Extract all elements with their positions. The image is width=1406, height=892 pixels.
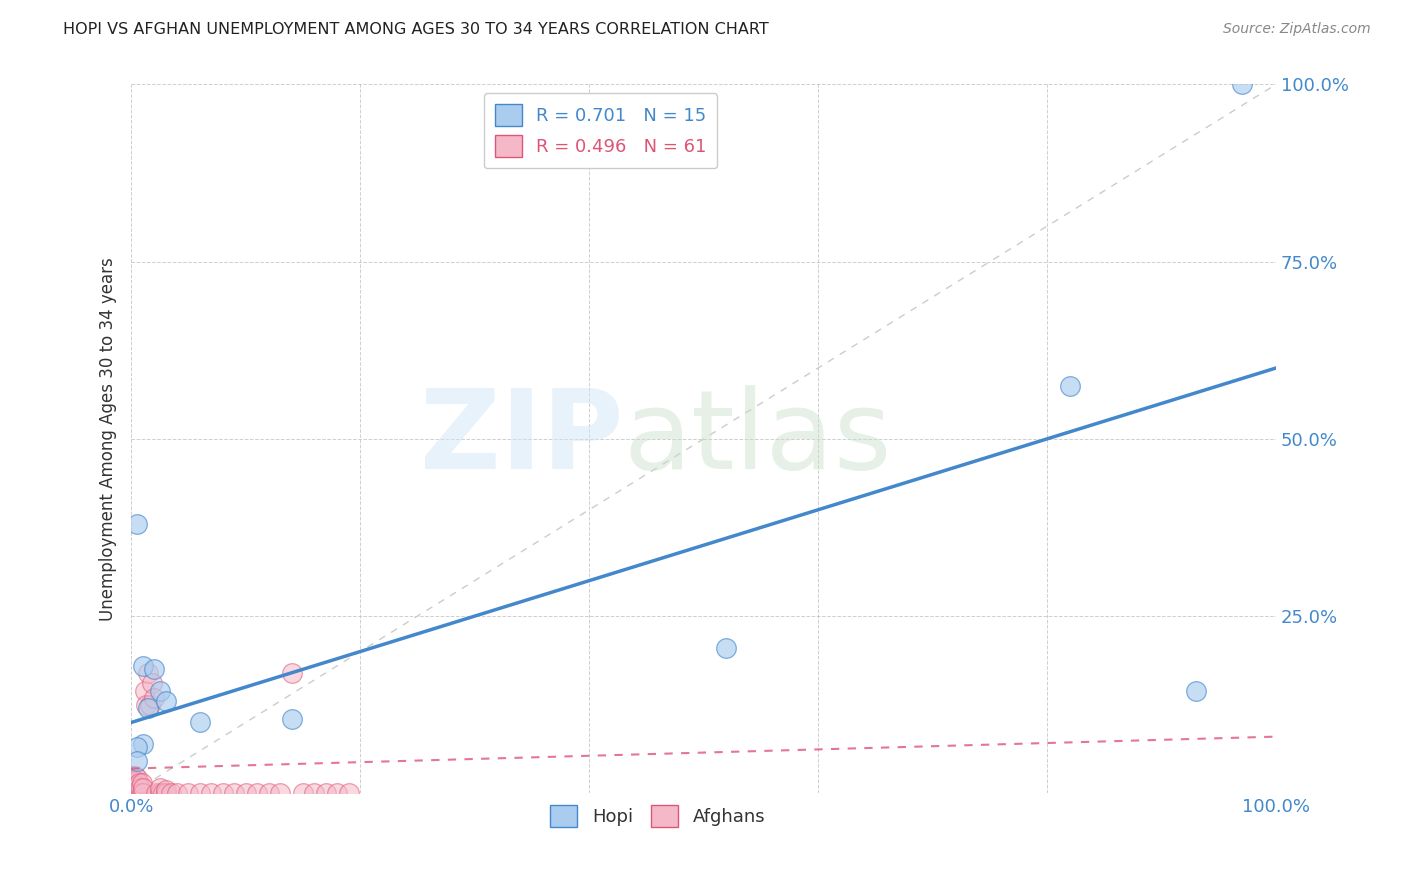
Point (125, 786, 148, 800)
Point (125, 782, 148, 797)
Point (122, 786, 145, 800)
Point (149, 786, 172, 800)
Point (145, 786, 167, 800)
Text: atlas: atlas (623, 385, 891, 492)
Point (211, 786, 233, 800)
Point (224, 786, 246, 800)
Point (122, 780, 145, 795)
Point (124, 781, 146, 796)
Point (280, 712, 302, 726)
Point (125, 516, 148, 531)
Point (155, 782, 177, 797)
Point (337, 786, 360, 800)
Point (315, 786, 337, 800)
Point (155, 786, 177, 800)
Y-axis label: Unemployment Among Ages 30 to 34 years: Unemployment Among Ages 30 to 34 years (100, 257, 117, 621)
Point (138, 665, 160, 680)
Point (200, 786, 222, 800)
Point (152, 786, 174, 800)
Point (121, 769, 143, 783)
Point (120, 779, 142, 793)
Point (124, 769, 146, 783)
Point (134, 683, 156, 698)
Point (125, 740, 148, 755)
Point (1059, 378, 1081, 392)
Point (121, 782, 143, 797)
Point (128, 786, 150, 800)
Text: Source: ZipAtlas.com: Source: ZipAtlas.com (1223, 22, 1371, 37)
Point (716, 640, 738, 655)
Point (127, 779, 149, 793)
Point (177, 786, 200, 800)
Point (1230, 78, 1253, 92)
Point (125, 755, 148, 769)
Point (131, 786, 153, 800)
Text: ZIP: ZIP (420, 385, 623, 492)
Point (120, 775, 142, 789)
Point (135, 698, 157, 712)
Legend: Hopi, Afghans: Hopi, Afghans (543, 797, 772, 834)
Point (129, 786, 152, 800)
Point (188, 786, 211, 800)
Point (129, 780, 152, 795)
Point (125, 780, 148, 795)
Point (120, 769, 142, 783)
Point (131, 737, 153, 751)
Point (326, 786, 349, 800)
Point (149, 780, 172, 795)
Point (125, 786, 148, 800)
Point (143, 662, 166, 676)
Point (246, 786, 269, 800)
Point (160, 786, 183, 800)
Point (280, 665, 302, 680)
Point (131, 658, 153, 673)
Point (1185, 683, 1208, 698)
Point (188, 715, 211, 730)
Point (304, 786, 326, 800)
Point (269, 786, 291, 800)
Point (124, 775, 146, 789)
Point (131, 780, 153, 795)
Point (125, 773, 148, 788)
Point (155, 694, 177, 708)
Point (131, 786, 153, 800)
Point (291, 786, 314, 800)
Point (257, 786, 280, 800)
Point (122, 773, 145, 788)
Point (143, 690, 166, 705)
Point (138, 698, 160, 712)
Point (166, 786, 188, 800)
Point (121, 786, 143, 800)
Point (235, 786, 257, 800)
Point (121, 775, 143, 789)
Point (120, 786, 142, 800)
Point (124, 786, 146, 800)
Point (125, 778, 148, 792)
Point (128, 775, 150, 789)
Point (141, 676, 163, 690)
Point (127, 786, 149, 800)
Point (149, 683, 172, 698)
Point (138, 701, 160, 715)
Point (131, 775, 153, 789)
Point (125, 771, 148, 785)
Text: HOPI VS AFGHAN UNEMPLOYMENT AMONG AGES 30 TO 34 YEARS CORRELATION CHART: HOPI VS AFGHAN UNEMPLOYMENT AMONG AGES 3… (63, 22, 769, 37)
